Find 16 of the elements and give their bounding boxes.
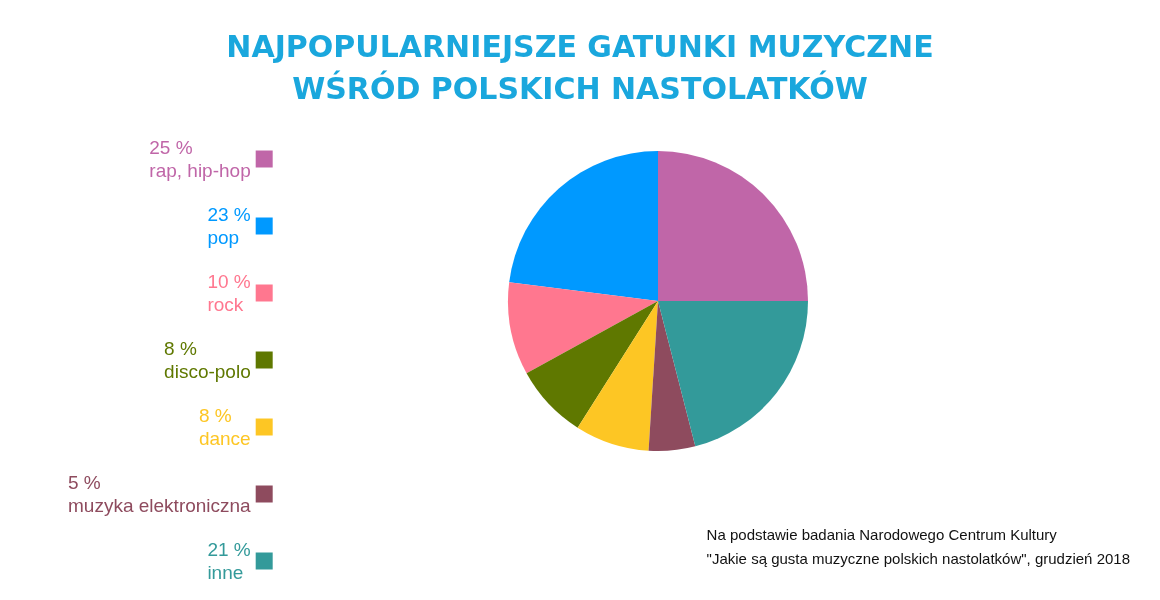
legend-label: rock [207, 294, 244, 315]
legend-label: rap, hip-hop [149, 160, 251, 181]
data-label: 8 % [198, 405, 232, 426]
legend-label: disco-polo [164, 361, 251, 382]
legend-label: muzyka elektroniczna [68, 495, 252, 516]
legend-label: inne [207, 562, 244, 583]
data-label: 23 % [207, 204, 251, 225]
legend-label: pop [207, 227, 240, 248]
data-label: 8 % [164, 338, 197, 359]
legend-label: dance [198, 428, 251, 449]
data-label: 5 % [68, 472, 101, 493]
chart-title: NAJPOPULARNIEJSZE GATUNKI MUZYCZNE WŚRÓD POLSKICH NASTOLATKÓW [226, 28, 934, 106]
data-label: 10 % [207, 271, 251, 292]
text: Na podstawie badania Narodowego Centrum Kultury "Jakie są gusta muzyczne polskich nastolatków", grudzień 2018 [706, 525, 1131, 567]
data-label: 25 % [149, 137, 193, 158]
data-label: 21 % [207, 539, 251, 560]
